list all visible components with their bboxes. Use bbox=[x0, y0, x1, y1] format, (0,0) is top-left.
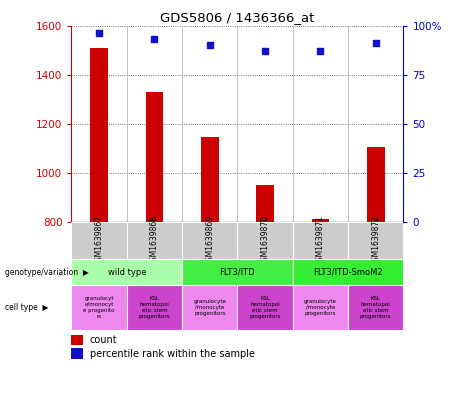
Bar bbox=[71, 335, 83, 345]
Bar bbox=[71, 259, 182, 285]
Bar bbox=[293, 285, 348, 330]
Point bbox=[206, 42, 213, 48]
Bar bbox=[256, 185, 274, 222]
Text: GSM1639872: GSM1639872 bbox=[371, 215, 380, 266]
Text: genotype/variation  ▶: genotype/variation ▶ bbox=[5, 268, 89, 277]
Point bbox=[372, 40, 379, 46]
Bar bbox=[293, 222, 348, 259]
Text: FLT3/ITD-SmoM2: FLT3/ITD-SmoM2 bbox=[313, 268, 383, 277]
Bar bbox=[71, 348, 83, 358]
Point bbox=[261, 48, 269, 54]
Text: count: count bbox=[90, 335, 118, 345]
Text: granulocyt
e/monocyt
e progenito
rs: granulocyt e/monocyt e progenito rs bbox=[83, 296, 115, 319]
Text: cell type  ▶: cell type ▶ bbox=[5, 303, 48, 312]
Bar bbox=[182, 259, 293, 285]
Text: granulocyte
/monocyte
progenitors: granulocyte /monocyte progenitors bbox=[304, 299, 337, 316]
Bar bbox=[293, 259, 403, 285]
Bar bbox=[237, 222, 293, 259]
Point bbox=[317, 48, 324, 54]
Text: GSM1639868: GSM1639868 bbox=[150, 215, 159, 266]
Text: FLT3/ITD: FLT3/ITD bbox=[219, 268, 255, 277]
Bar bbox=[312, 219, 329, 222]
Bar bbox=[71, 222, 127, 259]
Bar bbox=[127, 222, 182, 259]
Point bbox=[151, 36, 158, 42]
Bar bbox=[182, 285, 237, 330]
Text: wild type: wild type bbox=[107, 268, 146, 277]
Bar bbox=[127, 285, 182, 330]
Text: GSM1639870: GSM1639870 bbox=[260, 215, 270, 266]
Point bbox=[95, 30, 103, 37]
Bar bbox=[201, 137, 219, 222]
Text: percentile rank within the sample: percentile rank within the sample bbox=[90, 349, 255, 358]
Text: KSL
hematopoi
etic stem
progenitors: KSL hematopoi etic stem progenitors bbox=[249, 296, 281, 319]
Text: GSM1639867: GSM1639867 bbox=[95, 215, 104, 266]
Text: granulocyte
/monocyte
progenitors: granulocyte /monocyte progenitors bbox=[193, 299, 226, 316]
Bar bbox=[367, 147, 384, 222]
Bar bbox=[237, 285, 293, 330]
Text: KSL
hematopoi
etic stem
progenitors: KSL hematopoi etic stem progenitors bbox=[360, 296, 391, 319]
Title: GDS5806 / 1436366_at: GDS5806 / 1436366_at bbox=[160, 11, 314, 24]
Text: GSM1639871: GSM1639871 bbox=[316, 215, 325, 266]
Bar bbox=[90, 48, 108, 222]
Text: GSM1639869: GSM1639869 bbox=[205, 215, 214, 266]
Bar bbox=[348, 285, 403, 330]
Bar bbox=[348, 222, 403, 259]
Bar bbox=[146, 92, 163, 222]
Text: KSL
hematopoi
etic stem
progenitors: KSL hematopoi etic stem progenitors bbox=[139, 296, 170, 319]
Bar bbox=[182, 222, 237, 259]
Bar bbox=[71, 285, 127, 330]
